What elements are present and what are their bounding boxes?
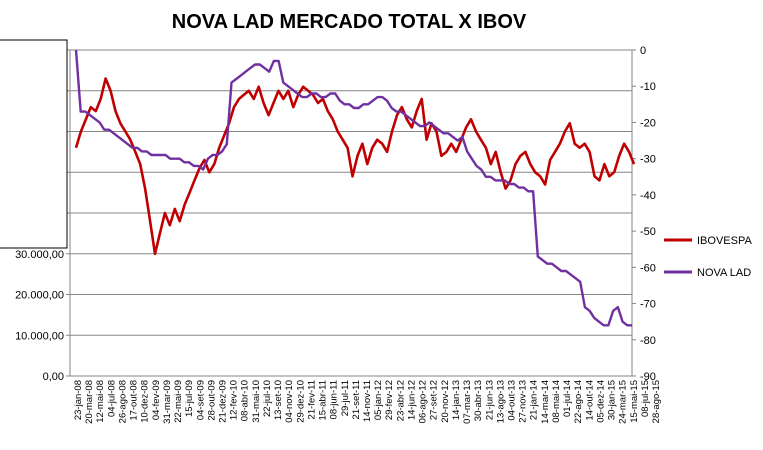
x-tick-label: 12-mai-08 xyxy=(95,380,106,423)
y-right-tick-label: -20 xyxy=(640,117,656,129)
x-tick-label: 21-dez-09 xyxy=(218,380,229,423)
x-tick-label: 08-jun-11 xyxy=(329,380,340,419)
x-tick-label: 13-set-10 xyxy=(273,380,284,420)
y-right-tick-label: -70 xyxy=(640,299,656,311)
x-tick-label: 27-nov-13 xyxy=(518,380,529,423)
x-tick-label: 28-ago-15 xyxy=(651,380,662,423)
x-tick-label: 14-jan-13 xyxy=(451,380,462,420)
x-tick-label: 17-out-08 xyxy=(129,380,140,421)
y-right-tick-label: -80 xyxy=(640,335,656,347)
x-tick-label: 31-mai-10 xyxy=(251,380,262,423)
x-tick-label: 10-dez-08 xyxy=(140,380,151,423)
x-tick-label: 14-jun-12 xyxy=(406,380,417,420)
x-tick-label: 22-ago-14 xyxy=(573,380,584,423)
y-right-tick-label: -40 xyxy=(640,190,656,202)
x-tick-label: 15-jul-09 xyxy=(184,380,195,417)
x-tick-label: 23-jan-08 xyxy=(73,380,84,420)
x-tick-label: 24-mar-15 xyxy=(618,380,629,424)
gridlines xyxy=(70,49,632,377)
x-tick-label: 01-jul-14 xyxy=(562,380,573,417)
y-right-tick-label: -30 xyxy=(640,154,656,166)
x-tick-label: 21-jun-13 xyxy=(484,380,495,420)
x-tick-label: 22-jul-10 xyxy=(262,380,273,417)
x-tick-label: 27-set-12 xyxy=(429,380,440,420)
y-right-tick-label: 0 xyxy=(640,45,646,57)
x-tick-label: 21-jan-14 xyxy=(529,380,540,420)
x-tick-label: 07-mar-13 xyxy=(462,380,473,424)
x-tick-label: 14-out-14 xyxy=(584,380,595,421)
x-tick-label: 29-jul-11 xyxy=(340,380,351,416)
x-tick-label: 30-abr-13 xyxy=(473,380,484,421)
y-left-tick-label: 10.000,00 xyxy=(15,330,64,342)
y-left-tick-label: 0,00 xyxy=(43,371,64,383)
series-line-ibovespa xyxy=(74,77,636,256)
y-left-tick-label: 20.000,00 xyxy=(15,290,64,302)
axes xyxy=(66,49,636,377)
x-tick-label: 12-fev-10 xyxy=(229,380,240,420)
x-tick-label: 26-ago-08 xyxy=(117,380,128,423)
y-right-tick-label: -50 xyxy=(640,226,656,238)
x-tick-label: 13-ago-13 xyxy=(495,380,506,423)
x-tick-label: 04-set-09 xyxy=(195,380,206,420)
x-tick-label: 30-jan-15 xyxy=(607,380,618,420)
x-tick-label: 14-mar-14 xyxy=(540,380,551,424)
series xyxy=(74,49,636,327)
x-tick-label: 15-abr-11 xyxy=(318,380,329,421)
x-tick-label: 05-jan-12 xyxy=(373,380,384,420)
x-tick-label: 04-out-13 xyxy=(507,380,518,421)
x-tick-label: 15-mai-15 xyxy=(629,380,640,423)
x-tick-label: 06-ago-12 xyxy=(418,380,429,423)
x-tick-label: 08-abr-10 xyxy=(240,380,251,421)
x-tick-labels: 23-jan-08 20-mar-08 12-mai-08 04-jul-08 26-a… xyxy=(73,380,662,424)
x-tick-label: 29-dez-10 xyxy=(295,380,306,423)
x-tick-label: 31-mar-09 xyxy=(162,380,173,424)
y-right-tick-label: -90 xyxy=(640,371,656,383)
chart-title: NOVA LAD MERCADO TOTAL X IBOV xyxy=(172,11,527,33)
legend-label: IBOVESPA xyxy=(697,235,752,247)
x-tick-label: 22-mai-09 xyxy=(173,380,184,423)
y-left-tick-label: 30.000,00 xyxy=(15,249,64,261)
x-tick-label: 28-out-09 xyxy=(206,380,217,421)
x-tick-label: 21-set-11 xyxy=(351,380,362,419)
x-tick-label: 21-fev-11 xyxy=(306,380,317,419)
x-tick-label: 20-mar-08 xyxy=(84,380,95,424)
x-tick-label: 04-fev-09 xyxy=(151,380,162,420)
x-tick-label: 05-dez-14 xyxy=(595,380,606,423)
x-tick-label: 23-abr-12 xyxy=(395,380,406,421)
series-line-nova-lad xyxy=(74,49,632,327)
x-tick-label: 14-nov-11 xyxy=(362,380,373,422)
x-tick-label: 29-fev-12 xyxy=(384,380,395,420)
overlay-panel xyxy=(0,39,68,249)
x-tick-label: 20-nov-12 xyxy=(440,380,451,423)
y-right-tick-label: -10 xyxy=(640,81,656,93)
y-right-tick-labels: 0 -10 -20 -30 -40 -50 -60 -70 -80 -90 xyxy=(640,45,656,383)
legend-label: NOVA LAD xyxy=(697,267,751,279)
x-tick-label: 04-jul-08 xyxy=(106,380,117,417)
y-right-tick-label: -60 xyxy=(640,262,656,274)
legend: IBOVESPA NOVA LAD xyxy=(664,235,752,279)
x-tick-label: 08-mai-14 xyxy=(551,380,562,423)
x-tick-label: 08-jul-15 xyxy=(640,380,651,417)
x-tick-label: 04-nov-10 xyxy=(284,380,295,423)
